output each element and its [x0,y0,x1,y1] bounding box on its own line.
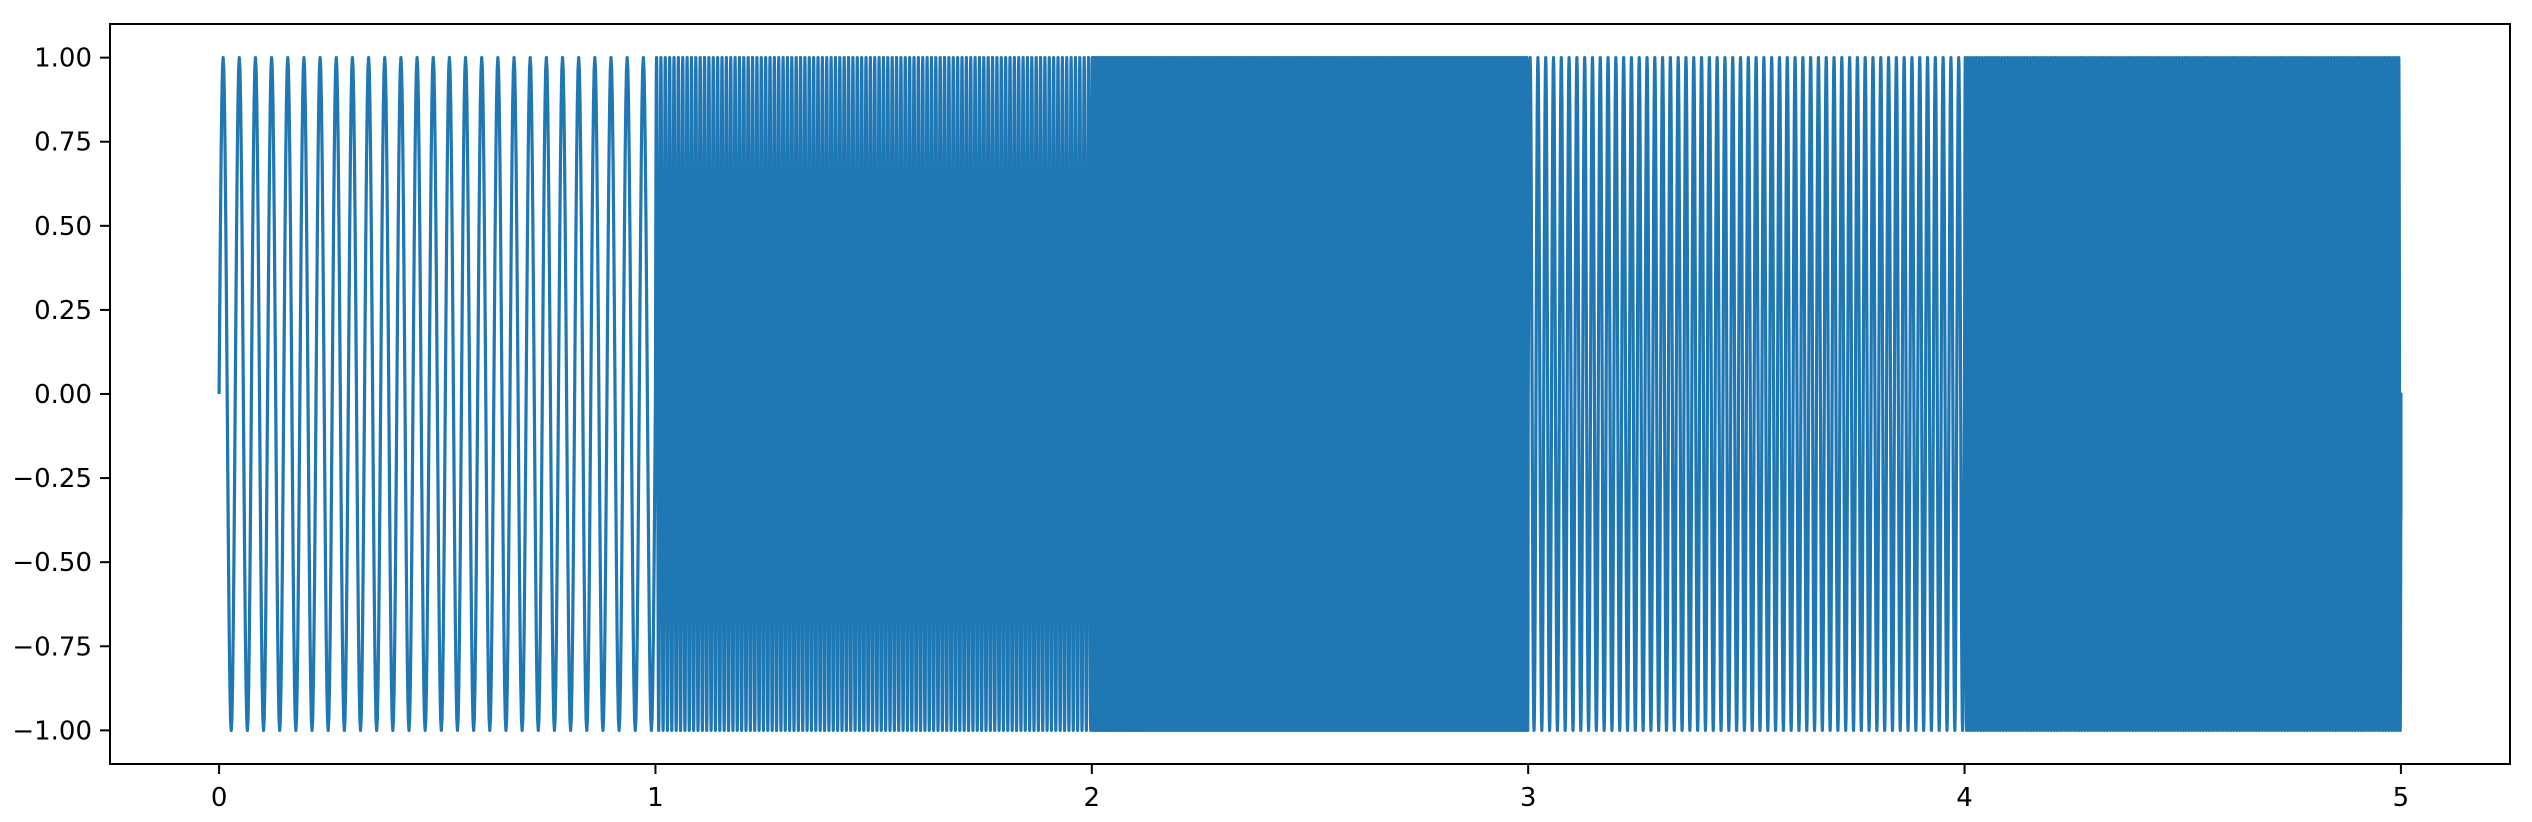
y-tick-label: 0.25 [34,296,92,326]
y-tick-label: −0.25 [12,464,92,494]
y-axis: 1.00 0.75 0.50 0.25 0.00 −0.25 −0.50 −0.75 −1.00 [12,44,110,746]
y-tick-label: 1.00 [34,44,92,74]
x-tick-label: 4 [1956,783,1973,813]
y-tick-label: −0.75 [12,632,92,662]
y-tick-label: 0.75 [34,128,92,158]
y-tick-label: 0.00 [34,380,92,410]
x-tick-label: 0 [211,783,228,813]
y-tick-label: −0.50 [12,548,92,578]
x-tick-label: 1 [647,783,664,813]
x-axis: 0 1 2 3 4 5 [211,764,2409,813]
x-tick-label: 2 [1084,783,1101,813]
y-tick-label: −1.00 [12,716,92,746]
series-line [217,56,2403,732]
y-tick-label: 0.50 [34,212,92,242]
x-tick-label: 5 [2393,783,2410,813]
plot-area [109,23,2511,765]
x-tick-label: 3 [1520,783,1537,813]
